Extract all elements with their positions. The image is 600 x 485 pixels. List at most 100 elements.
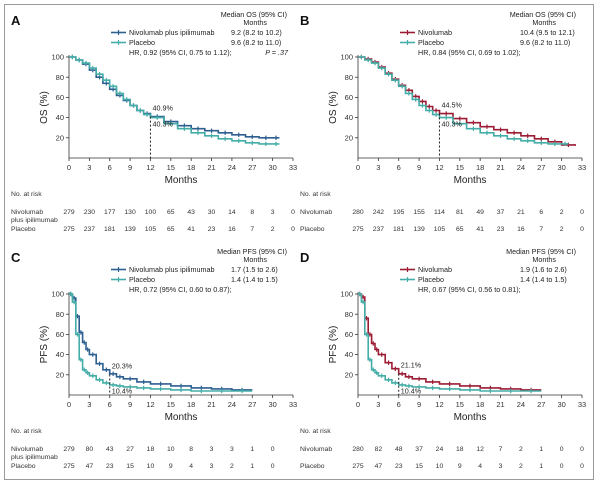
at-risk-value: 41 (187, 226, 195, 233)
y-axis-title: PFS (%) (39, 326, 50, 364)
legend-subtitle: Months (243, 255, 267, 264)
at-risk-value: 41 (476, 226, 484, 233)
at-risk-value: 49 (476, 209, 484, 216)
at-risk-value: 155 (413, 209, 425, 216)
at-risk-value: 279 (63, 446, 75, 453)
legend-title: Median OS (95% CI) (221, 10, 287, 19)
at-risk-header: No. at risk (11, 191, 42, 198)
legend-median: 9.6 (8.2 to 11.0) (231, 38, 281, 47)
at-risk-value: 3 (230, 446, 234, 453)
at-risk-value: 4 (189, 463, 193, 470)
legend-median: 1.4 (1.4 to 1.5) (520, 275, 567, 284)
x-tick-label: 12 (435, 163, 443, 172)
p-value: P = .37 (265, 48, 289, 57)
at-risk-value: 279 (63, 209, 75, 216)
at-risk-value: 16 (228, 226, 236, 233)
x-tick-label: 0 (356, 163, 360, 172)
landmark-label: 20.3% (112, 361, 133, 370)
series-line-0 (69, 293, 253, 391)
at-risk-value: 4 (478, 463, 482, 470)
x-tick-label: 18 (476, 400, 484, 409)
x-tick-label: 18 (187, 400, 195, 409)
y-tick-label: 40 (56, 350, 64, 359)
at-risk-value: 65 (167, 209, 175, 216)
at-risk-value: 130 (124, 209, 136, 216)
at-risk-row-label: Nivolumab (11, 446, 43, 453)
at-risk-value: 0 (291, 226, 295, 233)
at-risk-value: 10 (147, 463, 155, 470)
at-risk-value: 1 (539, 463, 543, 470)
at-risk-row-label: Placebo (11, 226, 36, 233)
at-risk-row-label: plus ipilimumab (11, 454, 58, 461)
x-tick-label: 15 (167, 163, 175, 172)
y-tick-label: 100 (340, 53, 353, 62)
hazard-ratio: HR, 0.67 (95% CI, 0.56 to 0.81); (418, 285, 521, 294)
x-tick-label: 9 (417, 163, 421, 172)
at-risk-value: 2 (230, 463, 234, 470)
at-risk-row-label: Nivolumab (300, 446, 332, 453)
y-tick-label: 40 (345, 350, 353, 359)
at-risk-value: 181 (104, 226, 116, 233)
legend-series-name: Nivolumab (418, 265, 452, 274)
legend-median: 1.9 (1.6 to 2.6) (520, 265, 567, 274)
at-risk-value: 18 (147, 446, 155, 453)
legend-median: 1.4 (1.4 to 1.5) (231, 275, 278, 284)
at-risk-value: 27 (126, 446, 134, 453)
y-tick-label: 40 (56, 113, 64, 122)
y-tick-label: 80 (345, 73, 353, 82)
series-line-1 (69, 293, 253, 392)
x-tick-label: 27 (248, 400, 256, 409)
at-risk-value: 0 (271, 463, 275, 470)
legend-title: Median PFS (95% CI) (506, 247, 576, 256)
y-tick-label: 20 (56, 370, 64, 379)
at-risk-row-label: Placebo (11, 463, 36, 470)
at-risk-header: No. at risk (300, 428, 331, 435)
hazard-ratio: HR, 0.72 (95% CI, 0.60 to 0.87); (129, 285, 232, 294)
x-tick-label: 24 (517, 400, 525, 409)
x-tick-label: 30 (557, 400, 565, 409)
at-risk-value: 23 (395, 463, 403, 470)
x-tick-label: 3 (376, 400, 380, 409)
x-tick-label: 15 (167, 400, 175, 409)
x-tick-label: 6 (108, 163, 112, 172)
at-risk-value: 43 (106, 446, 114, 453)
x-tick-label: 12 (146, 400, 154, 409)
hazard-ratio: HR, 0.84 (95% CI, 0.69 to 1.02); (418, 48, 521, 57)
x-tick-label: 30 (557, 163, 565, 172)
at-risk-header: No. at risk (300, 191, 331, 198)
at-risk-value: 280 (352, 209, 364, 216)
x-tick-label: 24 (228, 163, 236, 172)
legend-median: 10.4 (9.5 to 12.1) (520, 28, 575, 37)
x-tick-label: 21 (207, 163, 215, 172)
x-tick-label: 3 (87, 400, 91, 409)
y-axis-title: PFS (%) (328, 326, 339, 364)
at-risk-value: 47 (375, 463, 383, 470)
y-axis-title: OS (%) (328, 91, 339, 124)
legend-series-name: Nivolumab (418, 28, 452, 37)
x-tick-label: 6 (397, 163, 401, 172)
legend-title: Median PFS (95% CI) (217, 247, 287, 256)
at-risk-value: 3 (271, 209, 275, 216)
at-risk-value: 3 (210, 446, 214, 453)
at-risk-value: 23 (497, 226, 505, 233)
at-risk-value: 14 (228, 209, 236, 216)
at-risk-value: 80 (86, 446, 94, 453)
at-risk-value: 139 (124, 226, 136, 233)
series-line-0 (69, 56, 280, 139)
y-tick-label: 60 (345, 330, 353, 339)
x-tick-label: 9 (128, 400, 132, 409)
at-risk-value: 30 (208, 209, 216, 216)
legend-subtitle: Months (532, 255, 556, 264)
at-risk-value: 7 (250, 226, 254, 233)
x-tick-label: 33 (289, 400, 297, 409)
at-risk-value: 82 (375, 446, 383, 453)
x-tick-label: 30 (268, 163, 276, 172)
at-risk-value: 43 (187, 209, 195, 216)
figure-frame: A 20 40 60 80 100 0 3 6 9 12 15 18 21 24 27 30 33 Months OS… (4, 4, 594, 480)
at-risk-value: 275 (352, 463, 364, 470)
x-tick-label: 0 (67, 163, 71, 172)
x-tick-label: 3 (376, 163, 380, 172)
y-tick-label: 60 (56, 93, 64, 102)
legend-subtitle: Months (532, 18, 556, 27)
